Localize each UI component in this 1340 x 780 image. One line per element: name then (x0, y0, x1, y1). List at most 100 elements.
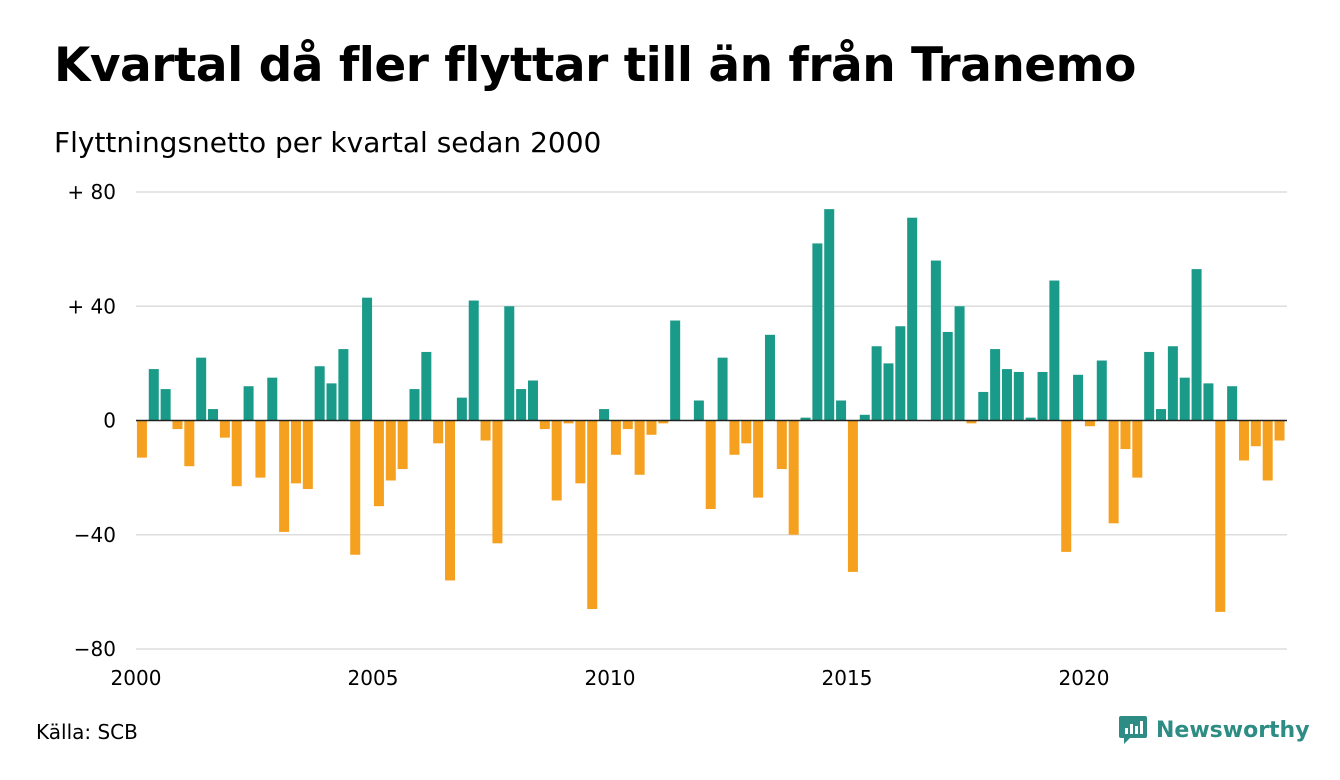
bar (397, 420, 408, 470)
bar (764, 334, 775, 421)
bar (1191, 269, 1202, 421)
bar (551, 420, 562, 501)
y-axis-ticks: + 80 + 40 0 −40 −80 (67, 180, 116, 661)
bar (812, 243, 823, 421)
bar (1001, 369, 1012, 421)
bar (338, 349, 349, 421)
bar (1025, 417, 1036, 421)
bar (788, 420, 799, 535)
newsworthy-logo-icon (1119, 716, 1147, 744)
bar (1073, 374, 1084, 421)
bar (610, 420, 621, 455)
bar (1227, 386, 1238, 421)
bar (409, 389, 420, 421)
bar (504, 306, 515, 421)
bar (219, 420, 230, 438)
bar (1132, 420, 1143, 478)
bar (445, 420, 456, 581)
bar (421, 351, 432, 421)
bar (290, 420, 301, 484)
bar (433, 420, 444, 444)
bar (966, 420, 977, 424)
bar (1203, 383, 1214, 421)
x-tick-label: 2020 (1059, 666, 1110, 690)
bar (267, 377, 278, 421)
bar (350, 420, 361, 555)
bar (1238, 420, 1249, 461)
bar (1084, 420, 1095, 427)
y-tick-label: 0 (103, 409, 116, 433)
bar (136, 420, 147, 458)
bar (563, 420, 574, 424)
bar (705, 420, 716, 510)
bar (1215, 420, 1226, 612)
bar (800, 417, 811, 421)
y-tick-label: + 80 (67, 180, 116, 204)
x-tick-label: 2010 (585, 666, 636, 690)
bar (978, 391, 989, 421)
bar (658, 420, 669, 424)
bar (172, 420, 183, 430)
bar (741, 420, 752, 444)
bar (847, 420, 858, 572)
bar (1108, 420, 1119, 524)
bar (907, 217, 918, 421)
bar (1250, 420, 1261, 447)
bar (942, 331, 953, 421)
bar (824, 209, 835, 421)
bar (930, 260, 941, 421)
bar (480, 420, 491, 441)
x-tick-label: 2015 (822, 666, 873, 690)
bars (136, 209, 1285, 612)
bar (527, 380, 538, 421)
bar (1013, 371, 1024, 421)
chart-title: Kvartal då fler flyttar till än från Tra… (54, 38, 1136, 93)
bar (1120, 420, 1131, 450)
y-tick-label: −40 (74, 523, 116, 547)
bar (243, 386, 254, 421)
bar (729, 420, 740, 455)
bar (492, 420, 503, 544)
bar (539, 420, 550, 430)
bar (385, 420, 396, 481)
bar (516, 389, 527, 421)
bar (990, 349, 1001, 421)
x-axis-ticks: 2000 2005 2010 2015 2020 (111, 666, 1110, 690)
y-tick-label: −80 (74, 637, 116, 661)
bar (1274, 420, 1285, 441)
chart-subtitle: Flyttningsnetto per kvartal sedan 2000 (54, 126, 602, 159)
bar (1262, 420, 1273, 481)
bar (883, 363, 894, 421)
brand-name: Newsworthy (1156, 717, 1310, 743)
bar (362, 297, 373, 421)
bar (468, 300, 479, 421)
x-tick-label: 2005 (348, 666, 399, 690)
bar (160, 389, 171, 421)
bar (326, 383, 337, 421)
bar (1167, 346, 1178, 421)
bar (373, 420, 384, 507)
bar (575, 420, 586, 484)
bar (871, 346, 882, 421)
bar (1179, 377, 1190, 421)
bar (148, 369, 159, 421)
bar (622, 420, 633, 430)
bar (196, 357, 207, 421)
bar (587, 420, 598, 610)
bar (717, 357, 728, 421)
bar (895, 326, 906, 421)
bar (302, 420, 313, 490)
bar (255, 420, 266, 478)
bar (753, 420, 764, 498)
bar (231, 420, 242, 487)
bar (279, 420, 290, 532)
y-tick-label: + 40 (67, 294, 116, 318)
bar (1144, 351, 1155, 421)
bar (859, 414, 870, 421)
bar (456, 397, 467, 421)
bar (1156, 409, 1167, 421)
bar (776, 420, 787, 470)
bar (1096, 360, 1107, 421)
gridlines (136, 191, 1287, 650)
